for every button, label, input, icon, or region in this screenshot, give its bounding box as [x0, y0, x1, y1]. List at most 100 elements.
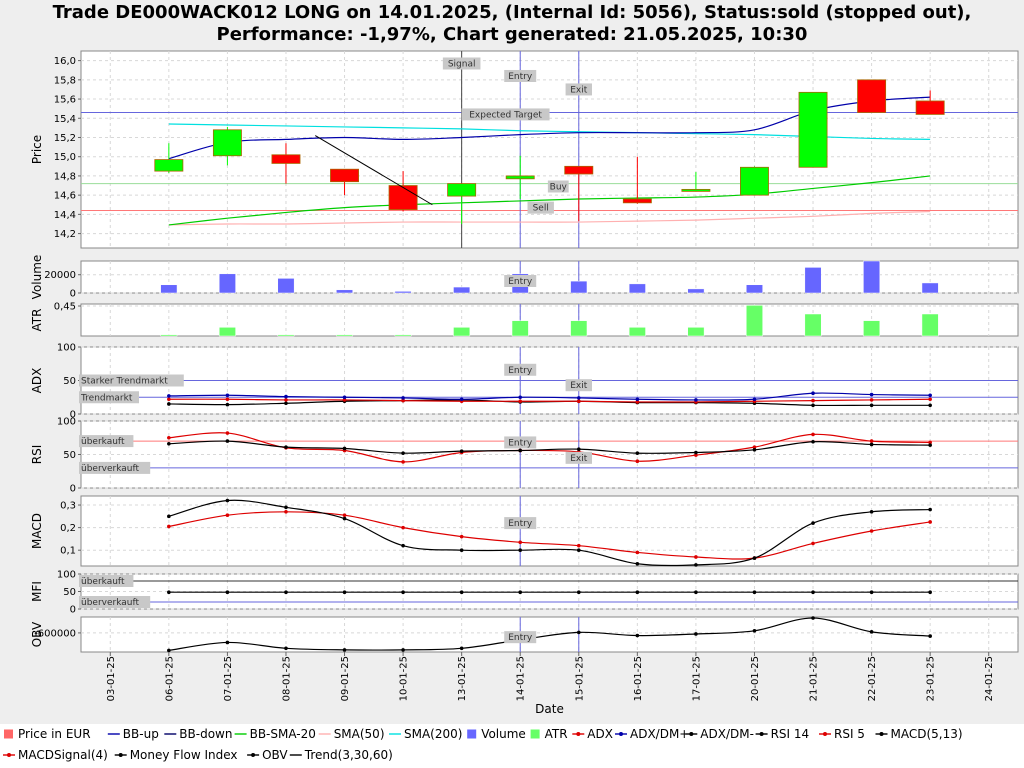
- bb-sma20-line: [168, 175, 931, 226]
- y-tick-label: 16,0: [54, 56, 76, 67]
- legend-swatch: [467, 729, 477, 739]
- obv-point: [635, 633, 640, 638]
- macd-signal-line: [168, 511, 931, 560]
- atr-bar: [570, 320, 588, 337]
- rsi-level-label: überverkauft: [81, 464, 140, 474]
- legend-item: SMA(50): [334, 727, 385, 741]
- y-tick-label: 14,4: [54, 210, 76, 221]
- rsi5-point: [928, 440, 932, 445]
- price-annotation-box: [504, 69, 537, 82]
- adx-dm-plus-point: [694, 398, 698, 402]
- adx-dm-plus-point: [752, 397, 757, 402]
- legend-item: ADX/DM-: [700, 727, 754, 741]
- macd-line: [168, 499, 931, 567]
- obv-annotation: Entry: [508, 633, 533, 643]
- macd-point: [225, 498, 230, 503]
- obv-point: [576, 630, 581, 635]
- volume-bar: [863, 260, 881, 294]
- obv-point: [459, 646, 464, 651]
- macd-point: [284, 505, 288, 510]
- legend-item: Volume: [481, 727, 526, 741]
- mfi-point: [635, 590, 640, 594]
- y-axis-label: Price: [30, 135, 44, 164]
- legend-item: SMA(200): [404, 727, 462, 741]
- volume-bar: [277, 278, 295, 294]
- adx-point: [284, 398, 288, 402]
- atr-bar: [863, 320, 881, 337]
- candle-body: [857, 79, 887, 113]
- volume-annotation: Entry: [508, 277, 533, 287]
- y-tick-label: 50: [63, 450, 76, 461]
- macd-point: [576, 548, 581, 552]
- mfi-level-label: überkauft: [81, 577, 125, 587]
- y-tick-label: 20000: [44, 270, 76, 281]
- candle-body: [915, 100, 945, 115]
- atr-bar: [628, 327, 646, 337]
- macd-point: [459, 548, 464, 552]
- rsi14-point: [518, 448, 523, 453]
- adx-dm-plus-point: [167, 394, 171, 398]
- candle-body: [271, 154, 301, 164]
- adx-dm-plus-point: [811, 391, 815, 396]
- legend-swatch-dot: [7, 753, 11, 757]
- candle-body: [330, 168, 359, 183]
- adx-dm-plus-point: [518, 395, 523, 400]
- macd-panel: 0,1 0,2 0,3 MACD Entry: [30, 495, 1019, 567]
- adx-dm-minus-point: [284, 401, 288, 406]
- adx-annotation: Exit: [570, 381, 588, 391]
- x-tick-label: 13-01-25: [457, 656, 468, 701]
- x-tick-label: 08-01-25: [281, 656, 292, 701]
- adx-point: [869, 398, 874, 402]
- adx-level-label-box: [79, 374, 184, 387]
- adx-panel: 0 50 100 ADX Starker Trendmarkt Trendmarkt Ent…: [30, 343, 1019, 421]
- adx-level-label-box: [79, 391, 139, 404]
- legend-item: ATR: [545, 727, 568, 741]
- adx-line: [168, 398, 931, 403]
- rsi-annotation-box: [504, 436, 537, 449]
- chart-title-line1: Trade DE000WACK012 LONG on 14.01.2025, (…: [53, 2, 972, 23]
- candle-body: [564, 165, 594, 175]
- x-tick-label: 22-01-25: [867, 656, 878, 701]
- adx-annotation-box: [565, 379, 592, 392]
- adx-point: [225, 397, 230, 402]
- macd-signal-point: [284, 510, 288, 514]
- rsi-level-label: überkauft: [81, 437, 125, 447]
- price-annotation: Entry: [508, 72, 533, 82]
- macd-signal-point: [518, 540, 523, 545]
- x-tick-label: 06-01-25: [164, 656, 175, 701]
- atr-bar: [336, 334, 353, 337]
- macd-signal-point: [459, 534, 464, 539]
- candle-body: [447, 183, 477, 197]
- macd-signal-point: [576, 543, 581, 548]
- y-tick-label: 15,0: [54, 152, 76, 163]
- mfi-point: [928, 590, 932, 594]
- mfi-point: [869, 590, 874, 594]
- x-axis-label: Date: [535, 702, 564, 716]
- adx-dm-plus-point: [225, 393, 230, 398]
- macd-point: [869, 510, 874, 514]
- obv-line: [168, 617, 931, 652]
- macd-point: [752, 556, 757, 560]
- macd-signal-point: [694, 555, 698, 559]
- atr-bar: [921, 313, 939, 337]
- obv-point: [694, 632, 698, 636]
- y-tick-label: -600000: [34, 628, 76, 639]
- macd-signal-point: [225, 513, 230, 517]
- legend-item: Trend(3,30,60): [304, 748, 393, 762]
- mfi-level-label: überverkauft: [81, 598, 140, 608]
- x-tick-label: 14-01-25: [516, 656, 527, 701]
- plot-area: [80, 616, 1019, 653]
- trend-line: [314, 135, 433, 206]
- legend-swatch-dot: [251, 753, 256, 757]
- rsi14-point: [342, 446, 347, 451]
- price-annotation: Exit: [570, 85, 588, 95]
- adx-dm-minus-point: [928, 403, 932, 408]
- mfi-point: [284, 590, 288, 594]
- volume-bar: [804, 267, 822, 294]
- adx-point: [576, 399, 581, 404]
- atr-bar: [453, 327, 471, 337]
- legend-item: Price in EUR: [18, 727, 91, 741]
- rsi-annotation: Exit: [570, 454, 588, 464]
- legend-swatch-dot: [118, 753, 123, 757]
- rsi5-point: [401, 460, 405, 464]
